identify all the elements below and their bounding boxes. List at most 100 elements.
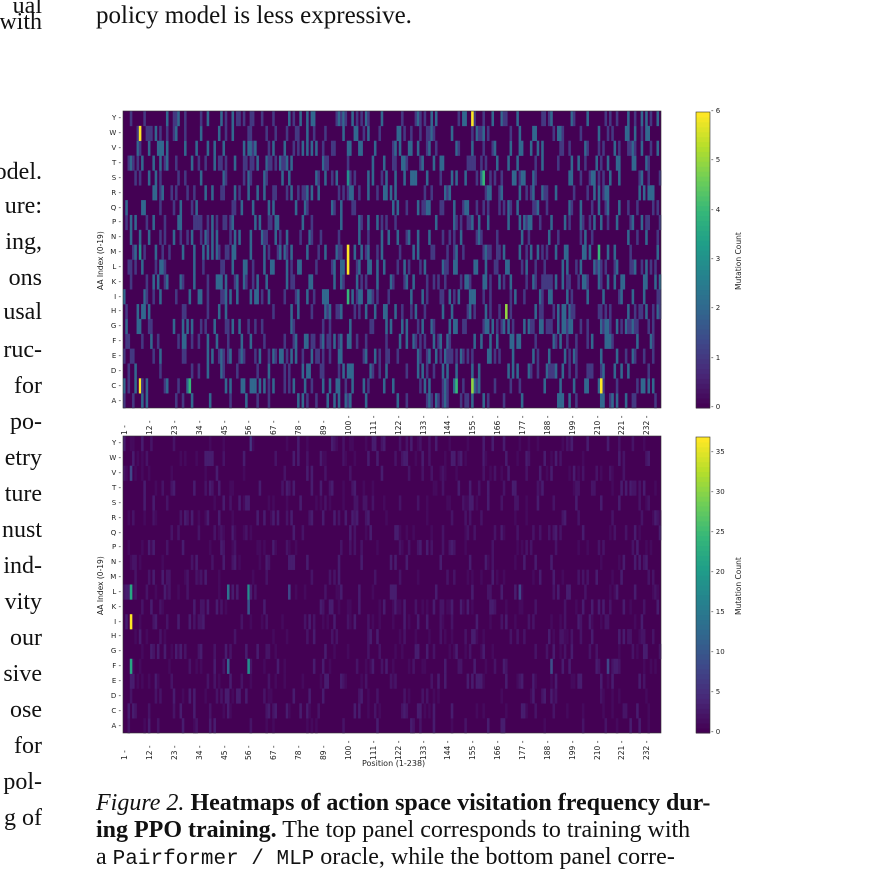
heatmap-cell bbox=[516, 200, 519, 216]
heatmap-cell bbox=[579, 673, 583, 689]
heatmap-cell bbox=[306, 333, 309, 349]
heatmap-cell bbox=[145, 125, 149, 141]
heatmap-cell bbox=[482, 125, 485, 141]
heatmap-cell bbox=[579, 214, 583, 231]
heatmap-cell bbox=[324, 170, 327, 186]
heatmap-cell bbox=[534, 703, 537, 719]
heatmap-cell bbox=[138, 378, 142, 394]
heatmap-cell bbox=[597, 274, 601, 290]
heatmap-cell bbox=[274, 643, 278, 660]
heatmap-cell bbox=[505, 304, 508, 320]
heatmap-cell bbox=[534, 673, 537, 689]
heatmap-cell bbox=[412, 658, 415, 674]
heatmap-cell bbox=[441, 465, 445, 481]
heatmap-cell bbox=[215, 229, 219, 245]
heatmap-cell bbox=[396, 259, 400, 275]
colorbar-segment bbox=[696, 166, 710, 172]
heatmap-cell bbox=[181, 244, 185, 260]
heatmap-cell bbox=[606, 673, 610, 689]
heatmap-cell bbox=[269, 155, 273, 171]
heatmap-cell bbox=[177, 584, 180, 600]
heatmap-cell bbox=[509, 629, 513, 645]
x-tick-label: 34 - bbox=[194, 420, 204, 435]
heatmap-cell bbox=[419, 436, 422, 452]
heatmap-cell bbox=[577, 673, 580, 689]
heatmap-cell bbox=[475, 703, 479, 719]
heatmap-cell bbox=[172, 111, 176, 127]
heatmap-cell bbox=[184, 510, 187, 526]
heatmap-cell bbox=[204, 185, 207, 201]
heatmap-cell bbox=[618, 200, 621, 216]
heatmap-cell bbox=[516, 495, 519, 511]
heatmap-cell bbox=[520, 259, 524, 275]
heatmap-cell bbox=[272, 539, 275, 556]
heatmap-cell bbox=[299, 495, 302, 511]
heatmap-cell bbox=[477, 363, 481, 379]
heatmap-cell bbox=[495, 569, 499, 585]
heatmap-cell bbox=[489, 170, 492, 186]
heatmap-cell bbox=[618, 629, 621, 645]
heatmap-cell bbox=[351, 185, 354, 201]
heatmap-cell bbox=[394, 155, 397, 171]
colorbar-segment bbox=[696, 309, 710, 315]
heatmap-cell bbox=[141, 259, 144, 275]
heatmap-cell bbox=[532, 125, 535, 141]
heatmap-cell bbox=[265, 569, 268, 585]
heatmap-cell bbox=[446, 495, 449, 511]
heatmap-cell bbox=[362, 378, 366, 394]
heatmap-cell bbox=[629, 214, 632, 231]
heatmap-cell bbox=[217, 274, 221, 290]
heatmap-cell bbox=[371, 658, 375, 674]
heatmap-cell bbox=[283, 363, 287, 379]
heatmap-cell bbox=[129, 348, 133, 364]
heatmap-cell bbox=[263, 510, 266, 526]
heatmap-cell bbox=[638, 170, 641, 186]
colorbar-segment bbox=[696, 668, 710, 675]
heatmap-cell bbox=[471, 214, 474, 231]
y-tick-label: I - bbox=[114, 292, 121, 301]
heatmap-cell bbox=[425, 125, 429, 141]
heatmap-cell bbox=[161, 599, 164, 615]
heatmap-cell bbox=[414, 170, 418, 186]
heatmap-cell bbox=[278, 155, 282, 171]
heatmap-cell bbox=[378, 125, 381, 141]
heatmap-cell bbox=[620, 480, 623, 496]
heatmap-cell bbox=[392, 599, 395, 615]
heatmap-cell bbox=[649, 185, 653, 201]
heatmap-cell bbox=[410, 125, 413, 141]
heatmap-cell bbox=[229, 378, 232, 394]
colorbar-segment bbox=[696, 530, 710, 537]
heatmap-cell bbox=[613, 658, 617, 674]
heatmap-cell bbox=[269, 688, 273, 704]
heatmap-cell bbox=[385, 304, 388, 320]
heatmap-cell bbox=[627, 229, 630, 245]
heatmap-cell bbox=[215, 214, 219, 231]
heatmap-cell bbox=[222, 214, 226, 231]
heatmap-cell bbox=[251, 569, 255, 585]
heatmap-cell bbox=[640, 378, 644, 394]
heatmap-cell bbox=[453, 214, 456, 231]
heatmap-cell bbox=[545, 318, 549, 335]
heatmap-cell bbox=[360, 539, 363, 556]
left-column-fragment: sive bbox=[3, 661, 42, 687]
heatmap-cell bbox=[509, 378, 513, 394]
heatmap-cell bbox=[353, 170, 357, 186]
heatmap-cell bbox=[245, 393, 248, 409]
heatmap-cell bbox=[229, 480, 232, 496]
heatmap-cell bbox=[631, 539, 635, 556]
heatmap-cell bbox=[349, 185, 352, 201]
heatmap-cell bbox=[419, 125, 422, 141]
heatmap-cell bbox=[645, 111, 648, 127]
heatmap-cell bbox=[428, 629, 431, 645]
heatmap-cell bbox=[437, 688, 440, 704]
heatmap-cell bbox=[168, 584, 171, 600]
heatmap-cell bbox=[534, 259, 537, 275]
heatmap-cell bbox=[147, 703, 151, 719]
heatmap-cell bbox=[622, 274, 626, 290]
heatmap-cell bbox=[647, 170, 650, 186]
heatmap-cell bbox=[588, 170, 592, 186]
heatmap-cell bbox=[577, 155, 580, 171]
heatmap-cell bbox=[640, 125, 644, 141]
heatmap-cell bbox=[405, 363, 409, 379]
heatmap-cell bbox=[599, 688, 603, 704]
